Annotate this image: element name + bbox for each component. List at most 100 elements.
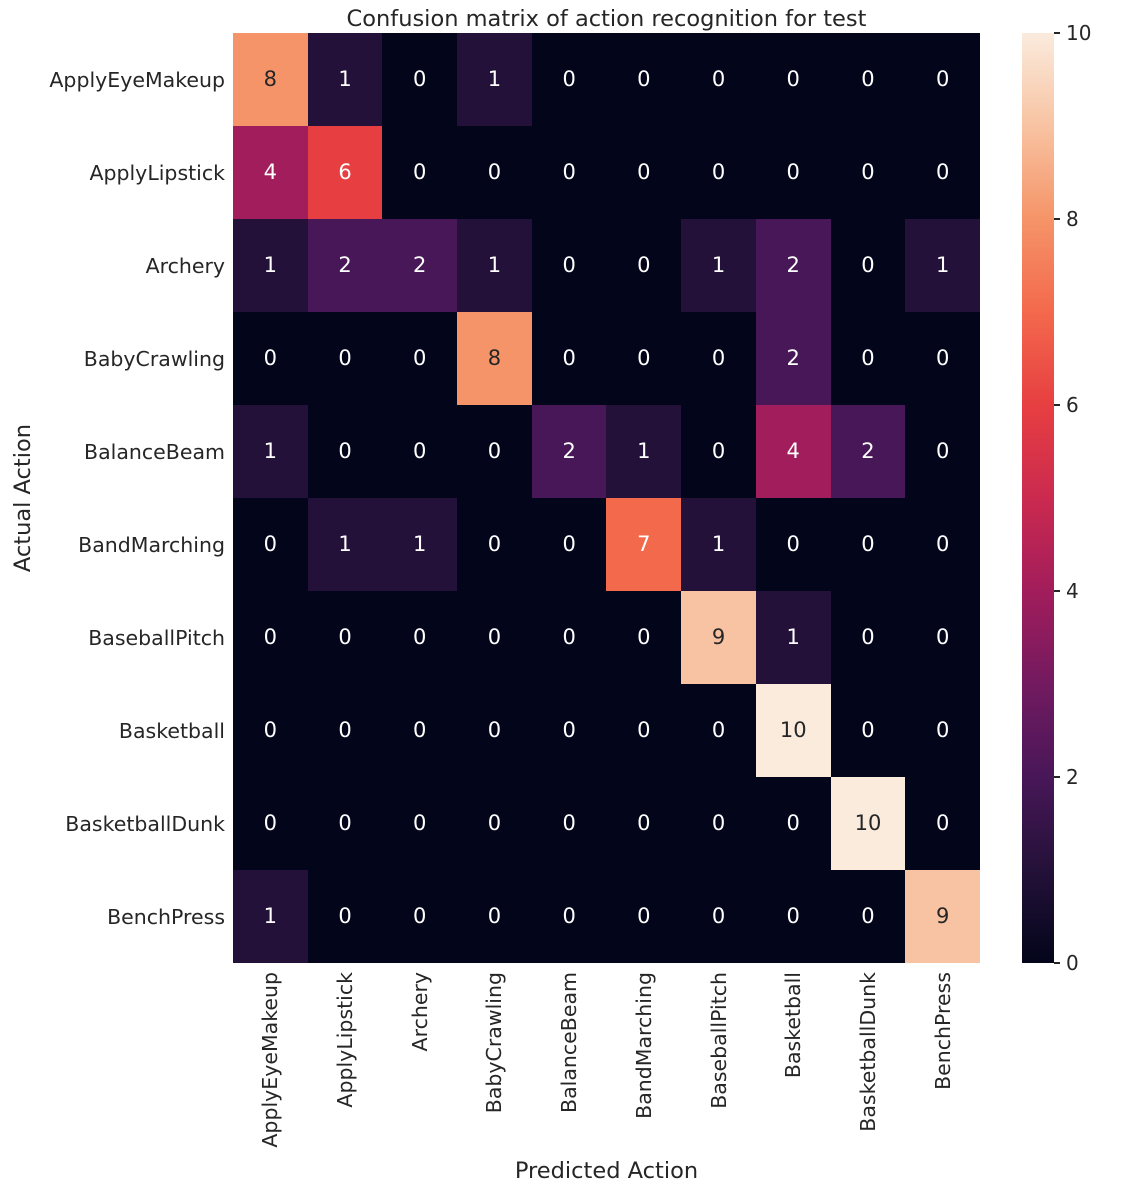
x-tick-label: ApplyEyeMakeup — [233, 972, 308, 1158]
heatmap-cell: 0 — [905, 498, 980, 591]
heatmap-cell: 1 — [233, 219, 308, 312]
x-tick-label: BandMarching — [606, 972, 681, 1158]
heatmap-cell: 9 — [905, 870, 980, 963]
heatmap-cell: 0 — [606, 33, 682, 126]
heatmap-cell: 0 — [755, 498, 831, 591]
heatmap-cell: 0 — [457, 684, 532, 777]
heatmap-cell: 0 — [830, 126, 906, 219]
heatmap-cell: 0 — [606, 870, 682, 963]
heatmap-cell: 10 — [830, 777, 906, 870]
heatmap-cell: 1 — [606, 405, 682, 498]
heatmap-cell: 0 — [755, 777, 831, 870]
heatmap-cell: 0 — [531, 777, 607, 870]
heatmap-cell: 0 — [606, 591, 682, 684]
heatmap-cell: 0 — [830, 33, 906, 126]
heatmap-cell: 0 — [382, 684, 458, 777]
x-tick-label-text: BasketballDunk — [855, 972, 880, 1132]
x-axis-label: Predicted Action — [514, 1158, 699, 1184]
colorbar-gradient — [1022, 33, 1054, 963]
x-tick-label: BabyCrawling — [457, 972, 532, 1158]
heatmap-cell: 0 — [382, 312, 458, 405]
heatmap-cell: 0 — [307, 405, 383, 498]
heatmap-cell: 0 — [755, 33, 831, 126]
y-tick-label: BabyCrawling — [83, 346, 225, 371]
heatmap-cell: 0 — [755, 870, 831, 963]
heatmap-cell: 0 — [905, 312, 980, 405]
heatmap-cell: 0 — [531, 312, 607, 405]
heatmap-cell: 1 — [307, 498, 383, 591]
x-tick-label: BaseballPitch — [681, 972, 756, 1158]
heatmap-cell: 0 — [830, 219, 906, 312]
heatmap-cell: 2 — [755, 219, 831, 312]
y-tick-label: BaseballPitch — [88, 625, 225, 650]
x-tick-label-text: ApplyEyeMakeup — [258, 972, 283, 1148]
heatmap-cell: 1 — [755, 591, 831, 684]
heatmap-cell: 2 — [531, 405, 607, 498]
heatmap-cell: 0 — [382, 126, 458, 219]
colorbar-tick-label: 6 — [1066, 393, 1079, 417]
heatmap-cell: 0 — [307, 591, 383, 684]
heatmap-cell: 0 — [457, 126, 532, 219]
heatmap-cell: 0 — [681, 870, 756, 963]
heatmap-cell: 0 — [606, 126, 682, 219]
x-tick-label-text: BalanceBeam — [557, 972, 582, 1113]
heatmap-cell: 1 — [457, 219, 532, 312]
heatmap-cell: 2 — [307, 219, 383, 312]
heatmap-cell: 0 — [457, 405, 532, 498]
x-tick-label: BenchPress — [905, 972, 980, 1158]
heatmap-cell: 0 — [307, 777, 383, 870]
y-tick-label: Basketball — [118, 718, 225, 743]
heatmap-cell: 9 — [681, 591, 756, 684]
heatmap-cell: 0 — [307, 312, 383, 405]
heatmap-cell: 4 — [755, 405, 831, 498]
heatmap-cell: 0 — [382, 33, 458, 126]
x-tick-label-text: ApplyLipstick — [333, 972, 358, 1108]
heatmap-cell: 0 — [905, 126, 980, 219]
heatmap-cell: 1 — [457, 33, 532, 126]
x-tick-label: ApplyLipstick — [308, 972, 383, 1158]
heatmap-cell: 0 — [233, 498, 308, 591]
heatmap-cell: 1 — [681, 498, 756, 591]
heatmap-cell: 0 — [830, 498, 906, 591]
heatmap-cell: 1 — [905, 219, 980, 312]
colorbar-tick-mark — [1054, 32, 1060, 34]
heatmap-cell: 2 — [382, 219, 458, 312]
heatmap-cell: 0 — [233, 591, 308, 684]
x-tick-label-text: BabyCrawling — [482, 972, 507, 1114]
y-tick-label: BasketballDunk — [65, 811, 225, 836]
heatmap-cell: 0 — [606, 312, 682, 405]
heatmap-cell: 0 — [233, 684, 308, 777]
heatmap-cell: 0 — [681, 312, 756, 405]
y-tick-label: ApplyEyeMakeup — [49, 67, 225, 92]
heatmap-cell: 0 — [531, 33, 607, 126]
heatmap-cell: 0 — [457, 591, 532, 684]
colorbar-tick-label: 8 — [1066, 207, 1079, 231]
heatmap-cell: 0 — [307, 684, 383, 777]
heatmap-cell: 0 — [307, 870, 383, 963]
heatmap-cell: 0 — [681, 126, 756, 219]
x-tick-label-text: Archery — [407, 972, 432, 1052]
heatmap-cell: 0 — [830, 312, 906, 405]
heatmap-cell: 0 — [905, 405, 980, 498]
colorbar-tick-mark — [1054, 404, 1060, 406]
heatmap-cell: 0 — [457, 870, 532, 963]
heatmap-cell: 8 — [457, 312, 532, 405]
heatmap-cell: 0 — [681, 777, 756, 870]
heatmap-cell: 1 — [233, 405, 308, 498]
heatmap-cell: 0 — [905, 684, 980, 777]
heatmap-cell: 10 — [755, 684, 831, 777]
chart-title: Confusion matrix of action recognition f… — [346, 6, 867, 32]
colorbar-tick-label: 4 — [1066, 579, 1079, 603]
heatmap-cell: 0 — [830, 591, 906, 684]
y-tick-labels: ApplyEyeMakeup ApplyLipstick Archery BabyCr… — [0, 33, 225, 963]
heatmap-cell: 0 — [457, 498, 532, 591]
heatmap-cell: 0 — [531, 498, 607, 591]
heatmap-cell: 2 — [830, 405, 906, 498]
heatmap-cell: 0 — [531, 126, 607, 219]
x-tick-label-text: Basketball — [781, 972, 806, 1079]
colorbar-tick-label: 0 — [1066, 951, 1079, 975]
heatmap-cell: 8 — [233, 33, 308, 126]
heatmap-cell: 2 — [755, 312, 831, 405]
